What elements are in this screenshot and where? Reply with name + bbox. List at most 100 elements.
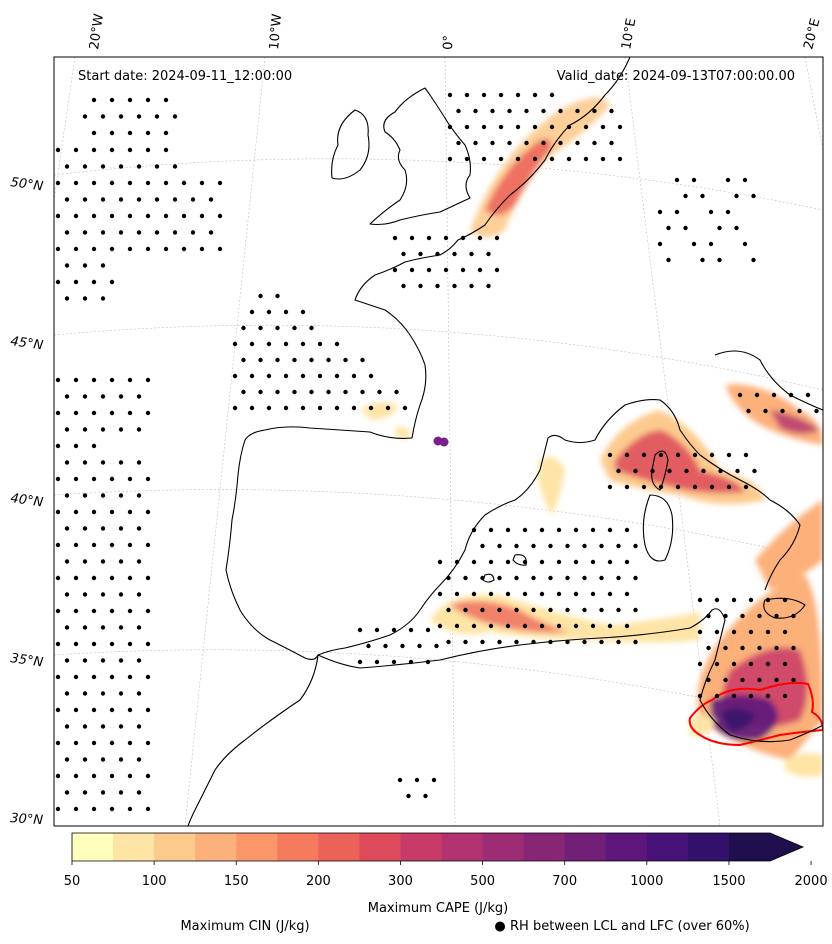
rh-dot bbox=[456, 108, 461, 114]
start-date-label: Start date: 2024-09-11_12:00:00 bbox=[78, 69, 292, 84]
rh-dot bbox=[127, 130, 133, 136]
rh-dot bbox=[507, 108, 512, 114]
colorbar-swatch bbox=[236, 833, 278, 861]
rh-dot bbox=[757, 613, 762, 619]
rh-dot bbox=[592, 108, 597, 114]
rh-dot bbox=[55, 641, 61, 647]
rh-dot bbox=[109, 147, 115, 153]
rh-dot bbox=[748, 629, 754, 635]
rh-dot bbox=[136, 460, 142, 465]
rh-dot bbox=[64, 757, 70, 762]
rh-dot bbox=[55, 377, 61, 383]
rh-dot bbox=[82, 658, 88, 663]
rh-dot bbox=[91, 641, 97, 647]
rh-dot bbox=[292, 325, 297, 331]
rh-dot bbox=[172, 230, 178, 235]
rh-dot bbox=[708, 209, 714, 215]
rh-dot bbox=[91, 608, 97, 614]
rh-dot bbox=[539, 527, 545, 533]
rh-dot bbox=[624, 591, 630, 597]
rh-dot bbox=[599, 607, 604, 613]
rh-dot bbox=[633, 468, 638, 474]
rh-dot bbox=[498, 92, 504, 98]
rh-dot bbox=[446, 639, 451, 645]
lon-label-0: 0° bbox=[441, 35, 457, 50]
rh-dot bbox=[658, 452, 664, 458]
rh-dot bbox=[782, 693, 788, 699]
rh-dot bbox=[100, 114, 106, 119]
rh-dot bbox=[514, 543, 519, 549]
rh-dot bbox=[163, 130, 169, 136]
lat-label-35n: 35°N bbox=[9, 651, 44, 670]
rh-dot bbox=[118, 691, 124, 696]
colorbar-swatch bbox=[482, 833, 525, 861]
colorbar-tick-label: 1000 bbox=[630, 874, 663, 889]
rh-dot bbox=[443, 235, 449, 241]
rh-dot bbox=[127, 740, 133, 746]
rh-dot bbox=[481, 92, 487, 98]
rh-dot bbox=[657, 209, 663, 215]
rh-dot bbox=[754, 392, 760, 398]
rh-dot bbox=[136, 493, 142, 498]
rh-dot bbox=[145, 147, 151, 153]
rh-dot bbox=[55, 279, 61, 285]
rh-dot bbox=[674, 177, 680, 183]
rh-dot bbox=[217, 246, 223, 252]
rh-dot bbox=[515, 156, 521, 162]
rh-dot bbox=[583, 124, 589, 130]
rh-dot bbox=[377, 389, 382, 395]
rh-dot bbox=[136, 592, 142, 597]
rh-dot bbox=[163, 97, 169, 103]
rh-dot bbox=[163, 147, 169, 153]
rh-dot bbox=[64, 427, 70, 432]
valid-date-label: Valid_date: 2024-09-13T07:00:00.00 bbox=[557, 69, 795, 84]
rh-dot bbox=[505, 591, 511, 597]
rh-dot bbox=[100, 197, 106, 202]
rh-dot bbox=[127, 509, 133, 515]
rh-dot bbox=[109, 246, 115, 252]
rh-dot bbox=[91, 476, 97, 482]
lon-label-20w: 20°W bbox=[87, 13, 107, 51]
rh-dot bbox=[55, 147, 61, 153]
rh-dot bbox=[283, 405, 289, 411]
rh-dot bbox=[714, 661, 720, 667]
rh-dot bbox=[765, 629, 771, 635]
colorbar-swatch bbox=[687, 833, 730, 861]
rh-dot bbox=[91, 97, 97, 103]
rh-dot bbox=[82, 263, 88, 268]
rh-dot bbox=[127, 213, 133, 219]
rh-dot bbox=[726, 452, 732, 458]
colorbar-swatch bbox=[605, 833, 648, 861]
rh-dot bbox=[549, 156, 555, 162]
rh-dot bbox=[73, 542, 79, 548]
rh-dot bbox=[145, 213, 151, 219]
rh-dot bbox=[706, 645, 711, 651]
rh-dot bbox=[91, 147, 97, 153]
rh-dot bbox=[573, 527, 579, 533]
rh-dot bbox=[437, 559, 443, 565]
colorbar-swatch bbox=[646, 833, 689, 861]
rh-dot bbox=[486, 251, 491, 257]
rh-dot bbox=[172, 164, 178, 169]
rh-dot bbox=[573, 559, 579, 565]
rh-dot bbox=[714, 693, 720, 699]
rh-dot bbox=[136, 394, 142, 399]
rh-dot bbox=[163, 213, 169, 219]
rh-dot bbox=[109, 707, 115, 713]
rh-dot bbox=[64, 263, 70, 268]
rh-dot bbox=[463, 607, 468, 613]
rh-dot bbox=[723, 677, 728, 683]
rh-dot bbox=[437, 623, 443, 629]
rh-dot bbox=[531, 607, 536, 613]
rh-dot bbox=[624, 452, 630, 458]
cin-legend-label: Maximum CIN (J/kg) bbox=[180, 919, 309, 934]
rh-dot bbox=[334, 373, 340, 379]
rh-dot bbox=[100, 164, 106, 169]
rh-dot bbox=[55, 674, 61, 680]
rh-dot bbox=[249, 309, 255, 315]
rh-dot bbox=[109, 377, 115, 383]
rh-dot bbox=[118, 460, 124, 465]
rh-dot bbox=[82, 691, 88, 696]
rh-dot bbox=[127, 246, 133, 252]
rh-dot bbox=[409, 267, 415, 273]
